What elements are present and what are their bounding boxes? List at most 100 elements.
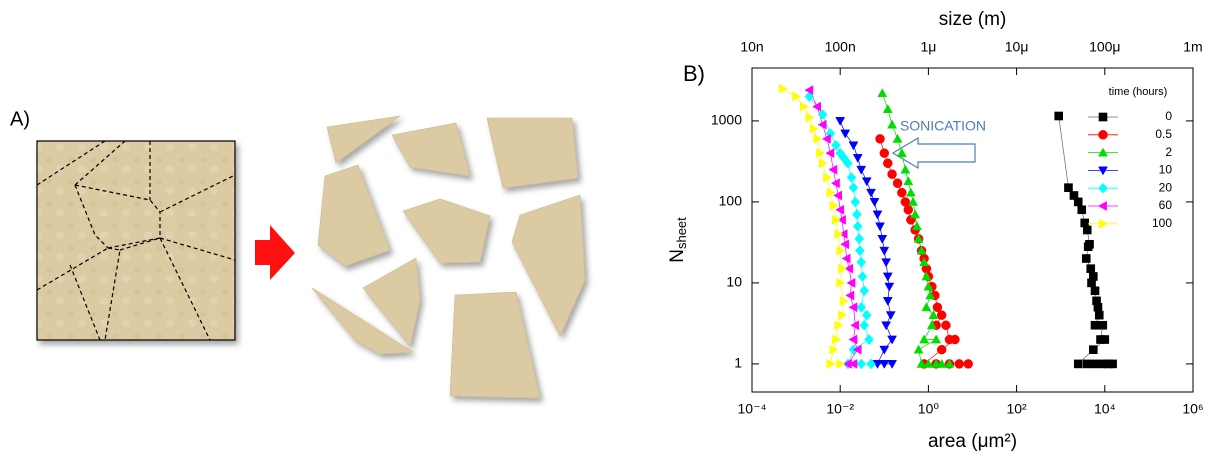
marker (838, 310, 848, 321)
marker (846, 172, 857, 183)
marker (792, 91, 802, 102)
marker (919, 257, 930, 267)
marker (1100, 335, 1110, 344)
marker (921, 302, 932, 312)
marker (804, 91, 815, 102)
marker (1086, 264, 1096, 273)
x-axis-label: area (μm²) (928, 431, 1017, 452)
marker (1098, 182, 1108, 194)
marker (813, 133, 823, 144)
marker (856, 256, 867, 268)
marker (861, 309, 872, 321)
panel-label: A) (10, 108, 30, 130)
marker (829, 344, 839, 355)
legend-label: 0.5 (1155, 127, 1172, 141)
legend-label: 2 (1165, 145, 1172, 159)
panel-a: A) (10, 108, 586, 399)
x2-tick-label: 100n (825, 39, 856, 55)
marker (846, 277, 856, 288)
marker (882, 104, 893, 113)
x-tick-label: 10⁰ (918, 401, 940, 417)
marker (1081, 254, 1091, 263)
marker (908, 196, 919, 206)
marker (1093, 302, 1103, 312)
marker (919, 334, 930, 344)
marker (881, 321, 892, 331)
marker (825, 148, 835, 159)
marker (852, 344, 862, 355)
marker (1082, 359, 1092, 369)
marker (1098, 166, 1108, 176)
marker (852, 153, 863, 163)
marker (830, 178, 840, 189)
marker (887, 335, 897, 345)
legend-title: time (hours) (1109, 86, 1168, 98)
marker (857, 271, 868, 282)
marker (836, 245, 846, 256)
x2-tick-label: 1m (1183, 39, 1202, 55)
marker (840, 129, 851, 139)
x-tick-label: 10⁻⁴ (738, 401, 767, 417)
x-tick-label: 10⁶ (1182, 401, 1203, 417)
marker (869, 198, 880, 207)
panel-label: B) (683, 61, 705, 86)
y-tick-label: 100 (719, 193, 743, 209)
marker (818, 158, 828, 169)
marker (835, 204, 845, 215)
marker (887, 169, 897, 179)
annotation-arrow (891, 136, 976, 170)
marker (1108, 359, 1117, 369)
legend-label: 20 (1159, 180, 1173, 194)
marker (928, 310, 939, 319)
marker (805, 112, 815, 123)
marker (838, 229, 848, 240)
marker (913, 344, 924, 354)
marker (840, 239, 850, 250)
marker (1090, 286, 1100, 296)
marker (963, 359, 973, 369)
marker (944, 358, 955, 368)
marker (859, 319, 870, 331)
y-axis-label-sub: sheet (674, 217, 689, 249)
y-axis-label: Nsheet (667, 217, 689, 263)
marker (1073, 359, 1083, 369)
y-tick-label: 1 (734, 355, 742, 371)
marker (936, 310, 947, 320)
marker (1090, 359, 1100, 369)
marker (932, 302, 943, 313)
y-axis-label-main: N (667, 249, 688, 263)
marker (882, 297, 893, 306)
marker (1098, 130, 1108, 140)
x2-axis-label: size (m) (939, 9, 1007, 30)
y-tick-label: 1000 (711, 112, 742, 128)
marker (804, 85, 814, 96)
marker (833, 190, 843, 201)
marker (837, 214, 846, 225)
marker (821, 133, 831, 144)
marker (877, 234, 888, 244)
marker (834, 320, 844, 331)
marker (823, 172, 832, 183)
marker (850, 320, 860, 331)
marker (950, 334, 960, 345)
marker (856, 301, 867, 313)
legend-label: 10 (1159, 163, 1173, 177)
marker (843, 157, 853, 169)
marker (1098, 112, 1108, 122)
marker (826, 187, 836, 198)
marker (923, 358, 934, 368)
series-line (1058, 115, 1113, 365)
x2-tick-label: 10n (740, 39, 763, 55)
marker (910, 209, 921, 219)
x-tick-label: 10⁻² (826, 401, 854, 417)
marker (1087, 278, 1096, 288)
marker (817, 119, 827, 130)
marker (879, 246, 890, 256)
marker (854, 233, 865, 245)
marker (1090, 320, 1100, 330)
marker (841, 253, 851, 264)
marker (1064, 183, 1073, 192)
marker (1077, 205, 1087, 215)
marker (866, 358, 876, 370)
